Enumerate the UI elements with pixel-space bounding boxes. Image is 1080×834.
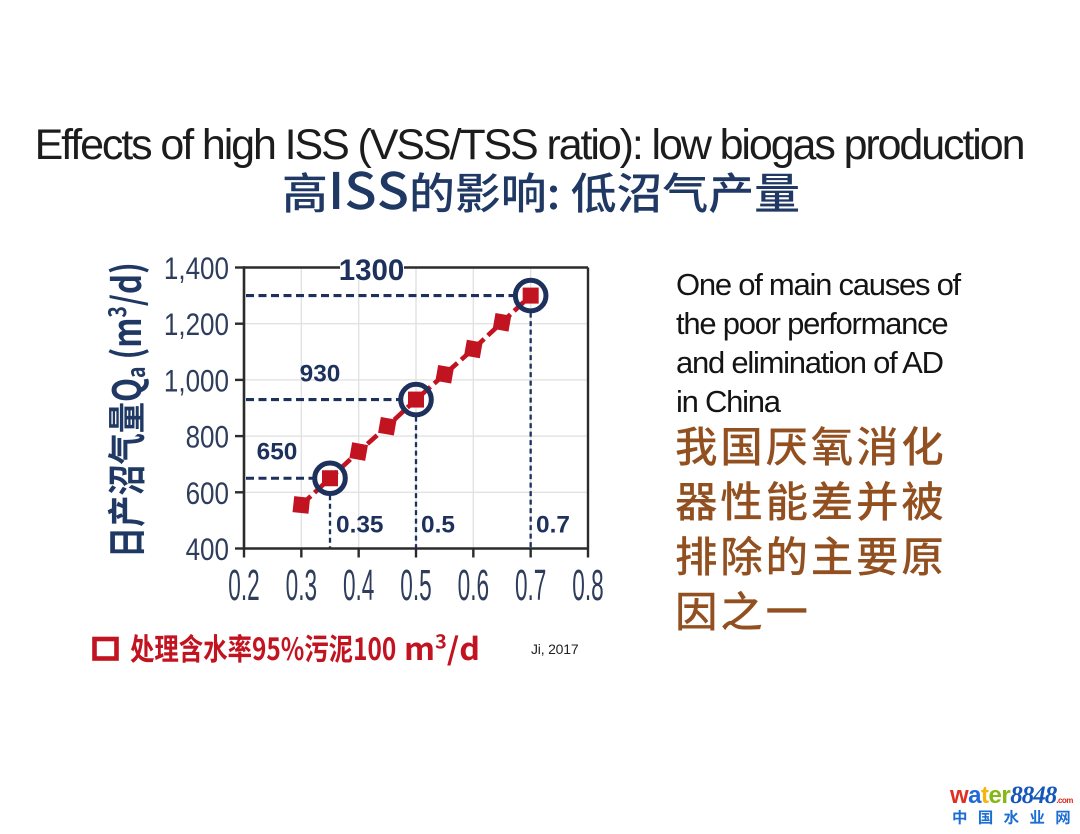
svg-text:0.35: 0.35 <box>336 512 383 539</box>
svg-text:0.3: 0.3 <box>286 561 317 610</box>
svg-text:0.8: 0.8 <box>572 561 603 610</box>
svg-text:930: 930 <box>300 361 341 388</box>
svg-text:1300: 1300 <box>339 254 405 287</box>
svg-text:0.6: 0.6 <box>458 561 489 610</box>
svg-text:0.5: 0.5 <box>400 561 431 610</box>
svg-text:1,400: 1,400 <box>164 252 229 287</box>
svg-text:1,200: 1,200 <box>164 308 229 343</box>
svg-text:400: 400 <box>186 533 229 568</box>
svg-text:1,000: 1,000 <box>164 364 229 399</box>
svg-text:650: 650 <box>257 439 298 466</box>
svg-text:0.4: 0.4 <box>343 561 374 610</box>
svg-text:600: 600 <box>186 477 229 512</box>
svg-text:0.2: 0.2 <box>228 561 259 610</box>
svg-text:0.7: 0.7 <box>515 561 546 610</box>
svg-text:800: 800 <box>186 420 229 455</box>
svg-text:0.5: 0.5 <box>421 512 455 539</box>
svg-text:0.7: 0.7 <box>536 512 570 539</box>
